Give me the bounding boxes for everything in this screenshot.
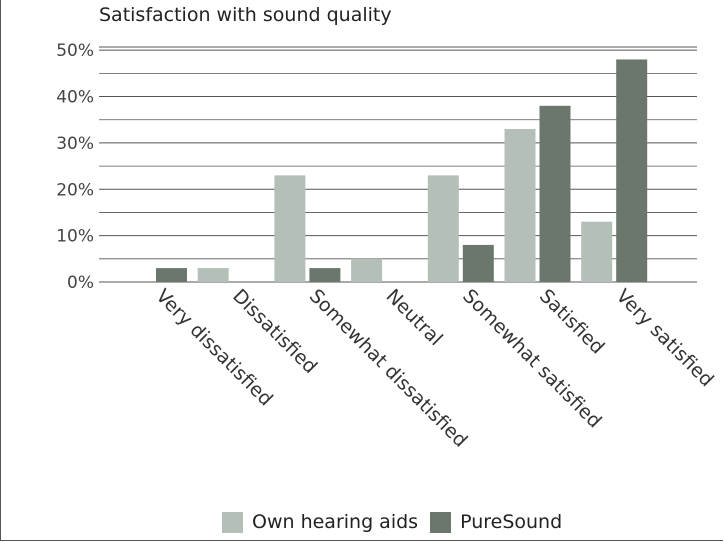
bar-chart: 0%10%20%30%40%50%Very dissatisfiedDissat… xyxy=(56,41,718,452)
y-tick-label: 50% xyxy=(56,41,94,61)
y-tick-label: 20% xyxy=(56,180,94,200)
bar-own-hearing-aids-very-satisfied xyxy=(581,221,613,282)
legend-swatch-puresound xyxy=(430,511,452,533)
y-tick-label: 40% xyxy=(56,88,94,108)
bar-own-hearing-aids-satisfied xyxy=(504,129,536,282)
x-tick-label: Satisfied xyxy=(535,285,609,359)
legend-swatch-own-hearing-aids xyxy=(222,511,243,533)
chart-title: Satisfaction with sound quality xyxy=(99,4,392,26)
legend-label-puresound: PureSound xyxy=(460,511,563,533)
bar-own-hearing-aids-neutral xyxy=(351,258,383,282)
bar-puresound-very-satisfied xyxy=(616,59,648,282)
y-tick-label: 10% xyxy=(56,227,94,247)
legend-item-puresound: PureSound xyxy=(430,511,562,533)
legend: Own hearing aids PureSound xyxy=(222,511,574,533)
x-tick-label: Neutral xyxy=(382,285,447,350)
x-tick-label: Somewhat satisfied xyxy=(458,285,605,432)
legend-item-own-hearing-aids: Own hearing aids xyxy=(222,511,418,533)
bar-own-hearing-aids-somewhat-dissatisfied xyxy=(274,175,306,282)
x-tick-label: Somewhat dissatisfied xyxy=(305,285,472,452)
bar-own-hearing-aids-somewhat-satisfied xyxy=(427,175,459,282)
bar-puresound-somewhat-satisfied xyxy=(462,244,494,282)
x-tick-label: Very satisfied xyxy=(612,285,718,391)
legend-label-own-hearing-aids: Own hearing aids xyxy=(252,511,419,533)
bar-own-hearing-aids-dissatisfied xyxy=(197,268,229,282)
y-tick-label: 30% xyxy=(56,134,94,154)
bar-puresound-somewhat-dissatisfied xyxy=(309,268,341,282)
bar-puresound-satisfied xyxy=(539,105,571,283)
bar-puresound-very-dissatisfied xyxy=(156,268,187,282)
y-tick-label: 0% xyxy=(67,273,94,293)
